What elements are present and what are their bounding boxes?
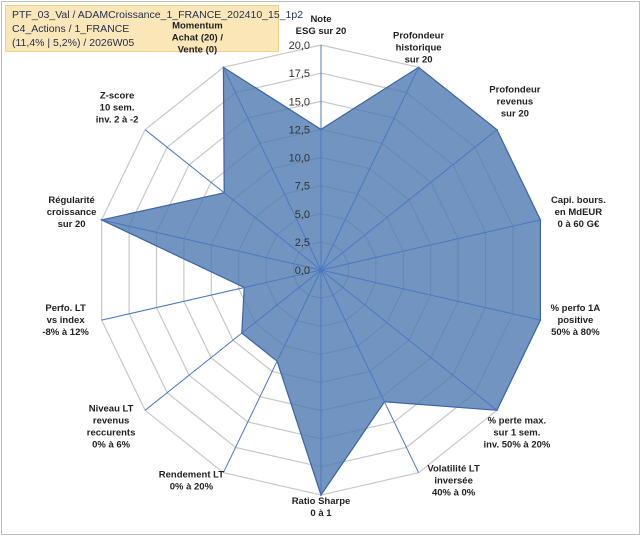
axis-label-line: Rendement LT [159, 470, 224, 481]
axis-label-line: 0% à 6% [92, 439, 131, 450]
axis-label-line: Perfo. LT [45, 303, 86, 314]
axis-label-line: 0 à 60 G€ [558, 219, 600, 230]
axis-spoke [222, 67, 322, 271]
axis-label-line: positive [557, 315, 593, 326]
axis-label-line: Achat (20) / [172, 32, 224, 43]
header-line-2: C4_Actions / 1_FRANCE [12, 23, 130, 35]
axis-spoke [101, 269, 322, 321]
axis-label-line: sur 20 [405, 54, 433, 65]
axis-label-line: 40% à 0% [432, 488, 476, 499]
axis-spoke [222, 269, 322, 473]
radar-spokes [101, 45, 541, 495]
tick-label: 17,5 [289, 68, 310, 80]
axis-label-line: vs index [47, 315, 86, 326]
axis-label-line: reccurents [87, 427, 136, 438]
axis-spoke [144, 129, 322, 271]
axis-label-line: Z-score [100, 91, 134, 102]
radar-tick-labels: 0,0 2,5 5,0 7,5 10,0 12,5 15,0 17,5 20,0 [289, 40, 310, 277]
axis-spoke [320, 67, 420, 271]
tick-label: 7,5 [295, 181, 310, 193]
tick-label: 2,5 [295, 237, 310, 249]
tick-label: 15,0 [289, 96, 310, 108]
axis-label-line: Momentum [172, 20, 223, 31]
axis-label-line: inversée [434, 476, 473, 487]
axis-label-line: sur 1 sem. [493, 427, 540, 438]
axis-label-line: revenus [93, 415, 129, 426]
header-line-1: PTF_03_Val / ADAMCroissance_1_FRANCE_202… [12, 9, 304, 21]
axis-spoke [320, 269, 541, 321]
axis-label-line: Niveau LT [89, 403, 134, 414]
axis-label-line: revenus [497, 97, 533, 108]
axis-spoke [320, 269, 420, 473]
axis-spoke [320, 269, 498, 411]
axis-label-line: sur 20 [58, 219, 86, 230]
axis-label-line: 0 à 1 [310, 508, 332, 519]
header-line-3: (11,4% | 5,2%) / 2026W05 [12, 37, 135, 49]
tick-label: 10,0 [289, 153, 310, 165]
axis-label-line: Volatilité LT [427, 464, 480, 475]
axis-spoke [320, 129, 498, 271]
axis-label-line: 50% à 80% [551, 327, 600, 338]
axis-label-line: Vente (0) [178, 44, 218, 55]
axis-label-line: Profondeur [489, 85, 540, 96]
axis-spoke [320, 219, 541, 271]
axis-label-line: 0% à 20% [170, 482, 214, 493]
axis-label-line: -8% à 12% [42, 327, 89, 338]
axis-label-line: Régularité [48, 195, 94, 206]
axis-label-line: sur 20 [501, 109, 529, 120]
tick-label: 20,0 [289, 40, 310, 52]
axis-label: % perte max.sur 1 sem.inv. 50% à 20% [483, 415, 550, 450]
axis-label-line: inv. 2 à -2 [96, 115, 139, 126]
tick-label: 12,5 [289, 124, 310, 136]
axis-label-line: ESG sur 20 [296, 26, 347, 37]
axis-label-line: en MdEUR [555, 207, 603, 218]
axis-label-line: 10 sem. [100, 103, 135, 114]
tick-label: 5,0 [295, 209, 310, 221]
axis-label: Rendement LT0% à 20% [159, 470, 224, 493]
tick-label: 0,0 [295, 265, 310, 277]
axis-label-line: Capi. bours. [551, 195, 606, 206]
portfolio-header: PTF_03_Val / ADAMCroissance_1_FRANCE_202… [5, 5, 304, 52]
axis-label-line: % perte max. [488, 415, 547, 426]
axis-label-line: inv. 50% à 20% [483, 439, 550, 450]
axis-label-line: % perfo 1A [551, 303, 601, 314]
axis-label-line: Note [310, 14, 331, 25]
axis-label-line: croissance [47, 207, 97, 218]
axis-label-line: Ratio Sharpe [292, 496, 351, 507]
axis-label-line: Profondeur [393, 30, 444, 41]
axis-spoke [101, 219, 322, 271]
axis-label-line: historique [396, 42, 442, 53]
axis-spoke [144, 269, 322, 411]
